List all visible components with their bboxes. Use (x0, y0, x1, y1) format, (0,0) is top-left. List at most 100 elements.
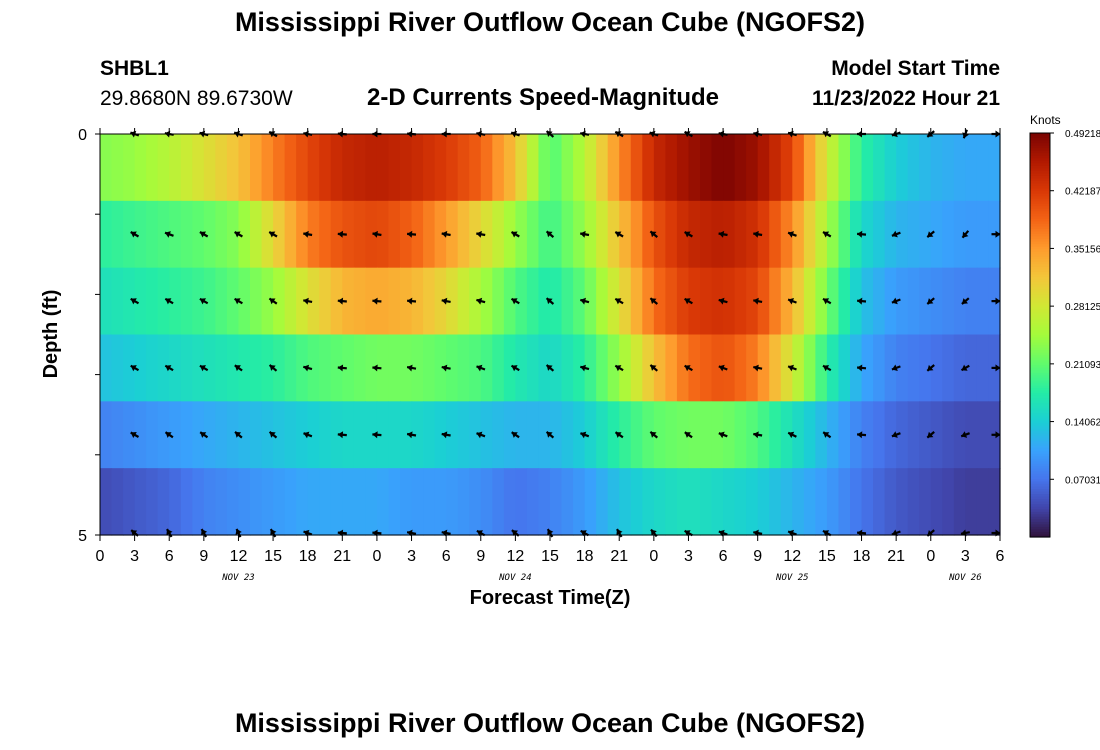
heatmap-cell (919, 267, 932, 336)
colorbar-step (1030, 143, 1050, 147)
heatmap-cell (146, 334, 159, 402)
heatmap-cell (134, 468, 147, 536)
heatmap-cell (250, 468, 263, 536)
station-coords: 29.8680N 89.6730W (100, 87, 293, 110)
heatmap-cell (757, 468, 770, 536)
heatmap-cell (596, 334, 609, 402)
heatmap-cell (953, 401, 966, 469)
current-arrow (407, 297, 417, 305)
heatmap-cell (619, 401, 632, 469)
heatmap-cell (157, 468, 170, 536)
heatmap-cell (965, 267, 978, 336)
heatmap-cell (688, 134, 701, 202)
heatmap-cell (803, 468, 816, 536)
current-arrow (337, 364, 347, 372)
colorbar-step (1030, 221, 1050, 225)
heatmap-cell (180, 401, 193, 469)
heatmap-cell (826, 334, 840, 402)
heatmap-cell (365, 334, 378, 402)
current-arrow (130, 231, 140, 238)
heatmap-cell (838, 401, 851, 469)
heatmap-cell (769, 401, 782, 469)
heatmap-cell (469, 334, 482, 402)
x-tick-label: 0 (372, 548, 381, 565)
colorbar-step (1030, 350, 1050, 354)
heatmap-cell (365, 200, 378, 269)
heatmap-cell (469, 401, 482, 469)
colorbar-step (1030, 175, 1050, 180)
colorbar-step (1030, 314, 1050, 318)
colorbar-step (1030, 302, 1050, 306)
heatmap-cell (342, 134, 355, 202)
colorbar-step (1030, 519, 1050, 523)
date-label: NOV 25 (775, 573, 809, 583)
heatmap-cell (907, 134, 920, 202)
colorbar-step (1030, 461, 1050, 465)
colorbar-step (1030, 473, 1050, 478)
colorbar-step (1030, 342, 1050, 346)
heatmap-cell (388, 468, 401, 536)
current-arrow (234, 431, 243, 439)
x-tick-label: 6 (442, 548, 451, 565)
colorbar-frame (1029, 132, 1051, 538)
colorbar-step (1030, 193, 1050, 197)
heatmap-cell (365, 267, 378, 336)
heatmap-cell (596, 401, 609, 469)
current-arrow (199, 231, 209, 238)
heatmap-cell (607, 267, 620, 336)
heatmap-cell (573, 401, 586, 469)
heatmap-cell (457, 334, 470, 402)
heatmap-cell (446, 401, 459, 469)
colorbar-step (1030, 451, 1050, 455)
heatmap-cell (353, 134, 366, 202)
current-arrow (580, 230, 590, 238)
heatmap-cell (515, 267, 528, 336)
current-arrow (130, 431, 140, 438)
heatmap-cell (376, 468, 390, 536)
heatmap-cell (330, 134, 343, 202)
current-arrow (991, 297, 1001, 305)
colorbar-tick-label: 0.42187 (1065, 187, 1100, 198)
heatmap-cell (584, 468, 597, 536)
heatmap-cell (492, 267, 505, 336)
heatmap-cell (780, 267, 793, 336)
heatmap-cell (792, 468, 805, 536)
heatmap-cell (734, 334, 747, 402)
heatmap-cell (480, 134, 493, 202)
current-arrow (649, 297, 659, 305)
colorbar-step (1030, 299, 1050, 303)
heatmap-cell (723, 401, 736, 469)
heatmap-cell (930, 401, 943, 469)
colorbar-step (1030, 355, 1050, 359)
x-tick-label: 15 (541, 548, 559, 565)
heatmap-cell (584, 134, 597, 202)
heatmap-cell (838, 334, 851, 402)
heatmap-cell (250, 134, 263, 202)
heatmap-cell (503, 134, 516, 202)
current-arrow (649, 364, 659, 372)
heatmap-cell (873, 134, 886, 202)
heatmap-cell (134, 134, 147, 202)
heatmap-cell (526, 468, 540, 536)
heatmap-cell (584, 401, 597, 469)
heatmap-cell (423, 267, 436, 336)
heatmap-cell (607, 334, 620, 402)
heatmap-cell (526, 401, 540, 469)
heatmap-cell (976, 134, 990, 202)
heatmap-cell (100, 468, 113, 536)
heatmap-cell (619, 134, 632, 202)
heatmap-cell (919, 401, 932, 469)
heatmap-cell (330, 401, 343, 469)
heatmap-cell (538, 134, 551, 202)
heatmap-cell (526, 267, 540, 336)
heatmap-cell (388, 334, 401, 402)
colorbar-step (1030, 236, 1050, 240)
heatmap-cell (884, 334, 897, 402)
x-axis-title: Forecast Time(Z) (470, 587, 631, 609)
colorbar-step (1030, 425, 1050, 430)
heatmap-cell (550, 134, 563, 202)
colorbar-step (1030, 486, 1050, 490)
heatmap-cell (653, 401, 666, 469)
current-arrow (268, 431, 278, 439)
colorbar-step (1030, 494, 1050, 498)
